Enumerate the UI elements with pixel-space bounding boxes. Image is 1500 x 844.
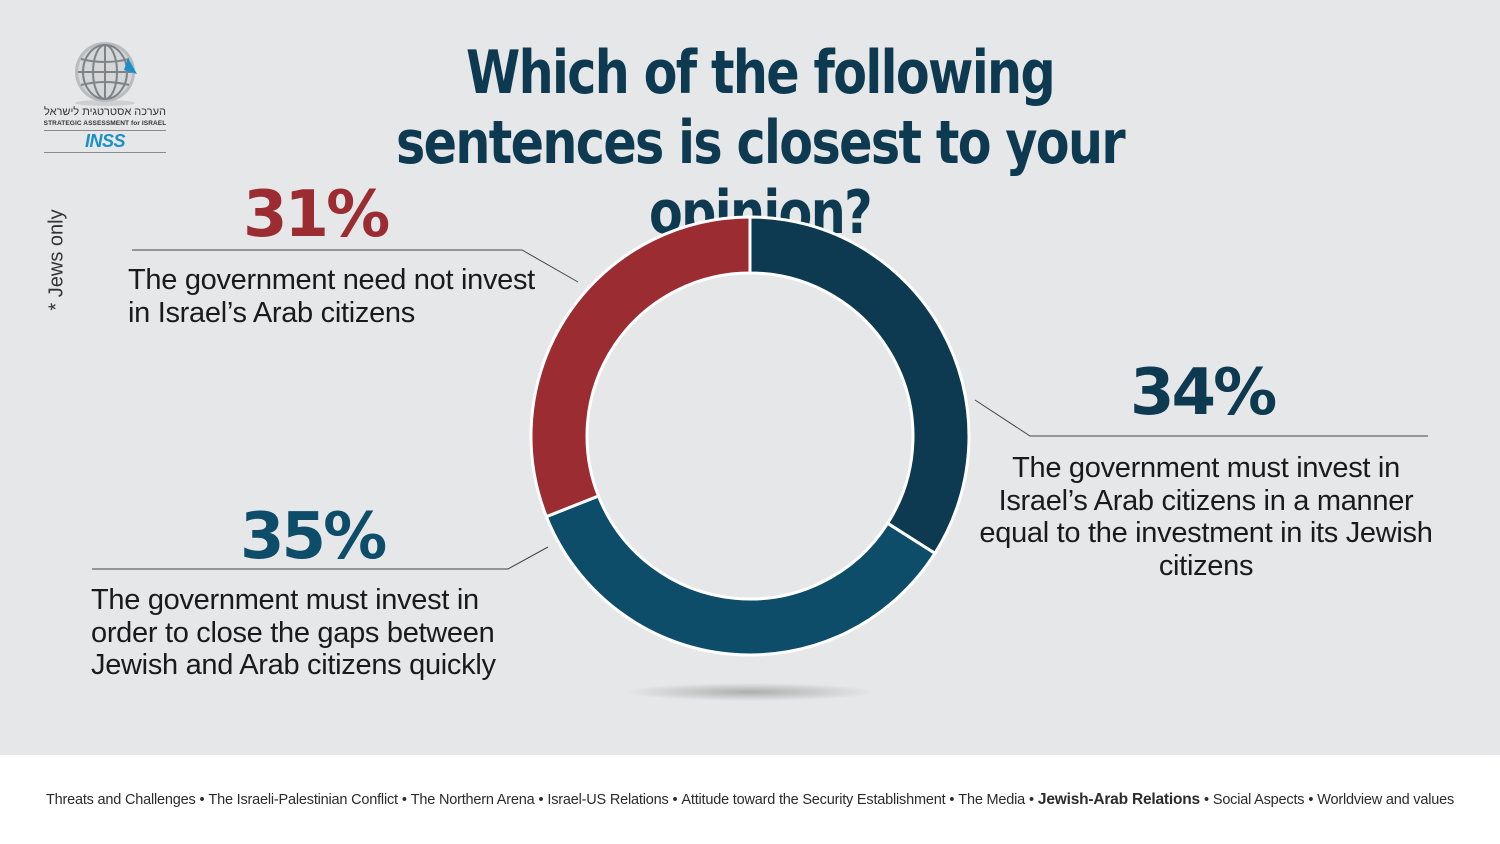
- topic-link-jewish-arab-relations[interactable]: Jewish-Arab Relations: [1037, 790, 1200, 808]
- nav-separator: •: [1203, 791, 1209, 808]
- slices-group: [529, 215, 971, 657]
- topic-link-the-israeli-palestinian-conflict[interactable]: The Israeli-Palestinian Conflict: [208, 791, 398, 808]
- topic-link-threats-and-challenges[interactable]: Threats and Challenges: [45, 791, 196, 808]
- slice-label-close-gaps: The government must invest in order to c…: [91, 584, 496, 681]
- topic-nav: Threats and Challenges • The Israeli-Pales…: [46, 791, 1454, 809]
- slice-label-need-not: The government need not invest in Israel…: [128, 264, 535, 329]
- nav-separator: •: [199, 791, 205, 808]
- leader-line-34: [974, 399, 1428, 437]
- logo-divider: [44, 130, 166, 131]
- donut-slice-31: [529, 215, 752, 519]
- donut-chart: [92, 215, 1428, 701]
- nav-separator: •: [672, 791, 678, 808]
- globe-icon: [75, 42, 137, 106]
- logo-divider: [44, 152, 166, 153]
- topic-link-attitude-toward-the-security-establishment[interactable]: Attitude toward the Security Establishme…: [681, 791, 946, 808]
- nav-separator: •: [949, 791, 955, 808]
- topic-link-israel-us-relations[interactable]: Israel-US Relations: [547, 791, 669, 808]
- data-label-34: 34%: [1130, 356, 1277, 430]
- donut-slice-35: [544, 494, 937, 657]
- leader-line-35: [92, 546, 549, 570]
- nav-separator: •: [1308, 791, 1314, 808]
- data-label-31: 31%: [243, 178, 390, 252]
- topic-link-worldview-and-values[interactable]: Worldview and values: [1317, 791, 1455, 808]
- nav-separator: •: [401, 791, 407, 808]
- donut-slice-34: [748, 215, 971, 556]
- logo-wordmark: INSS: [84, 131, 126, 151]
- logo-english-text: STRATEGIC ASSESSMENT for ISRAEL: [43, 120, 167, 127]
- topic-link-the-northern-arena[interactable]: The Northern Arena: [410, 791, 535, 808]
- main-panel: הערכה אסטרטגית לישראל STRATEGIC ASSESSME…: [40, 38, 1433, 701]
- logo-hebrew-text: הערכה אסטרטגית לישראל: [44, 106, 166, 118]
- topic-link-the-media[interactable]: The Media: [958, 791, 1026, 808]
- data-label-35: 35%: [240, 500, 387, 574]
- leader-line-31: [132, 249, 579, 283]
- footer: Threats and Challenges • The Israeli-Pales…: [0, 755, 1500, 844]
- nav-separator: •: [538, 791, 544, 808]
- slice-label-equal: The government must invest in Israel’s A…: [979, 452, 1433, 582]
- chart-shadow: [625, 683, 875, 701]
- inss-logo: הערכה אסטרטגית לישראל STRATEGIC ASSESSME…: [40, 40, 170, 155]
- topic-link-social-aspects[interactable]: Social Aspects: [1212, 791, 1305, 808]
- nav-separator: •: [1029, 791, 1034, 808]
